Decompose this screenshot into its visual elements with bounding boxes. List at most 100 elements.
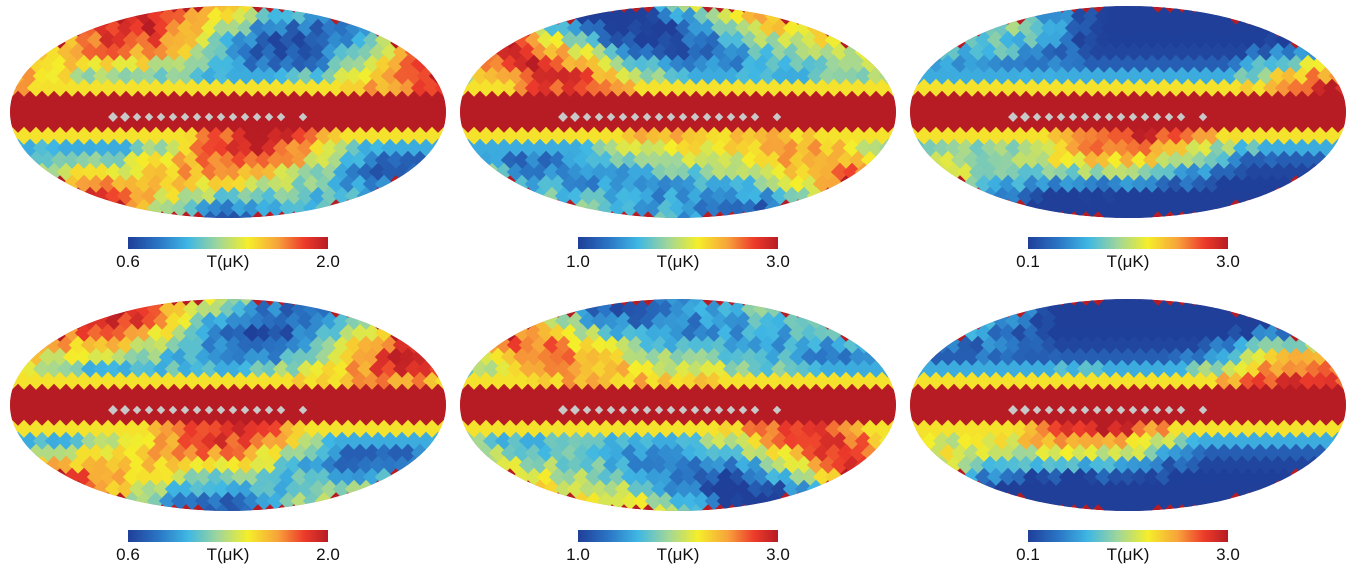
masked-pixel xyxy=(1092,405,1102,415)
map-pixel xyxy=(782,479,802,499)
masked-pixel xyxy=(132,112,142,122)
map-pixel xyxy=(782,186,802,206)
masked-pixel xyxy=(1044,405,1054,415)
colorbar-max-label: 3.0 xyxy=(1216,545,1240,564)
masked-pixel xyxy=(678,405,688,415)
map-pixel xyxy=(104,479,124,499)
map-pixel xyxy=(1178,198,1198,218)
map-pixel xyxy=(662,503,682,511)
sky-map-top-left: 0.6 T(μK) 2.0 xyxy=(10,6,446,271)
map-pixel xyxy=(608,491,628,511)
masked-pixel xyxy=(1104,405,1114,415)
masked-pixel xyxy=(240,405,250,415)
map-pixel xyxy=(170,491,190,511)
colorbar-unit-label: T(μK) xyxy=(1107,252,1150,271)
colorbar-min-label: 0.1 xyxy=(1016,545,1040,564)
masked-pixel xyxy=(1020,405,1030,415)
colorbar-unit-label: T(μK) xyxy=(207,252,250,271)
map-pixel xyxy=(1166,491,1186,511)
masked-pixel xyxy=(606,405,616,415)
map-pixel xyxy=(1166,198,1186,218)
map-pixel xyxy=(1124,503,1144,511)
masked-pixel xyxy=(252,405,262,415)
map-pixels xyxy=(910,299,1346,511)
map-pixel xyxy=(266,198,286,218)
masked-pixel xyxy=(252,112,262,122)
colorbar-max-label: 3.0 xyxy=(1216,252,1240,271)
map-pixel xyxy=(716,198,736,218)
colorbar-max-label: 2.0 xyxy=(316,545,340,564)
masked-pixel xyxy=(144,112,154,122)
masked-pixel xyxy=(264,405,274,415)
map-pixel xyxy=(554,479,574,499)
map-pixel xyxy=(1082,491,1102,511)
masked-pixel xyxy=(298,112,308,122)
sky-map-bottom-left: 0.6 T(μK) 2.0 xyxy=(10,299,446,564)
masked-pixel xyxy=(1008,112,1018,122)
map-pixel xyxy=(170,198,190,218)
colorbar xyxy=(578,237,778,249)
masked-pixel xyxy=(204,112,214,122)
masked-pixel xyxy=(570,112,580,122)
masked-pixel xyxy=(228,405,238,415)
map-pixel xyxy=(686,210,706,218)
map-pixel xyxy=(620,491,640,511)
map-pixel xyxy=(236,210,256,218)
map-pixel xyxy=(158,491,178,511)
map-pixel xyxy=(608,198,628,218)
sky-map-top-middle: 1.0 T(μK) 3.0 xyxy=(460,6,896,271)
colorbar-max-label: 3.0 xyxy=(766,545,790,564)
colorbar-unit-label: T(μK) xyxy=(1107,545,1150,564)
colorbar xyxy=(128,530,328,542)
map-pixel xyxy=(674,503,694,511)
masked-pixel xyxy=(228,112,238,122)
masked-pixel xyxy=(1056,405,1066,415)
masked-pixel xyxy=(132,405,142,415)
map-pixel xyxy=(632,491,652,511)
masked-pixel xyxy=(1068,405,1078,415)
map-pixel xyxy=(1100,210,1120,218)
masked-pixel xyxy=(1176,405,1186,415)
masked-pixel xyxy=(738,405,748,415)
masked-pixel xyxy=(594,405,604,415)
colorbar-unit-label: T(μK) xyxy=(207,545,250,564)
map-pixel xyxy=(200,210,220,218)
colorbar-unit-label: T(μK) xyxy=(657,545,700,564)
colorbar-min-label: 0.6 xyxy=(116,545,140,564)
map-pixel xyxy=(728,491,748,511)
masked-pixel xyxy=(1164,405,1174,415)
masked-pixel xyxy=(1116,405,1126,415)
map-pixel xyxy=(716,491,736,511)
colorbar-max-label: 3.0 xyxy=(766,252,790,271)
masked-pixel xyxy=(108,112,118,122)
sky-map-bottom-right: 0.1 T(μK) 3.0 xyxy=(910,299,1346,564)
map-pixel xyxy=(332,186,352,206)
map-pixel xyxy=(212,503,232,511)
masked-pixel xyxy=(570,405,580,415)
map-pixel xyxy=(1136,503,1156,511)
map-pixel xyxy=(674,210,694,218)
masked-pixel xyxy=(772,405,782,415)
masked-pixel xyxy=(168,405,178,415)
masked-pixel xyxy=(1080,405,1090,415)
masked-pixel xyxy=(582,405,592,415)
masked-pixel xyxy=(276,405,286,415)
map-pixel xyxy=(662,210,682,218)
map-pixel xyxy=(1232,186,1252,206)
masked-pixel xyxy=(216,112,226,122)
map-pixels xyxy=(10,299,446,511)
map-pixel xyxy=(632,198,652,218)
colorbar xyxy=(578,530,778,542)
map-pixels xyxy=(10,6,446,218)
masked-pixel xyxy=(180,112,190,122)
map-pixel xyxy=(1058,198,1078,218)
masked-pixel xyxy=(180,405,190,415)
colorbar xyxy=(1028,530,1228,542)
masked-pixel xyxy=(156,405,166,415)
masked-pixel xyxy=(666,405,676,415)
masked-pixel xyxy=(298,405,308,415)
map-pixel xyxy=(1232,479,1252,499)
map-pixels xyxy=(460,6,896,218)
map-pixel xyxy=(1058,491,1078,511)
